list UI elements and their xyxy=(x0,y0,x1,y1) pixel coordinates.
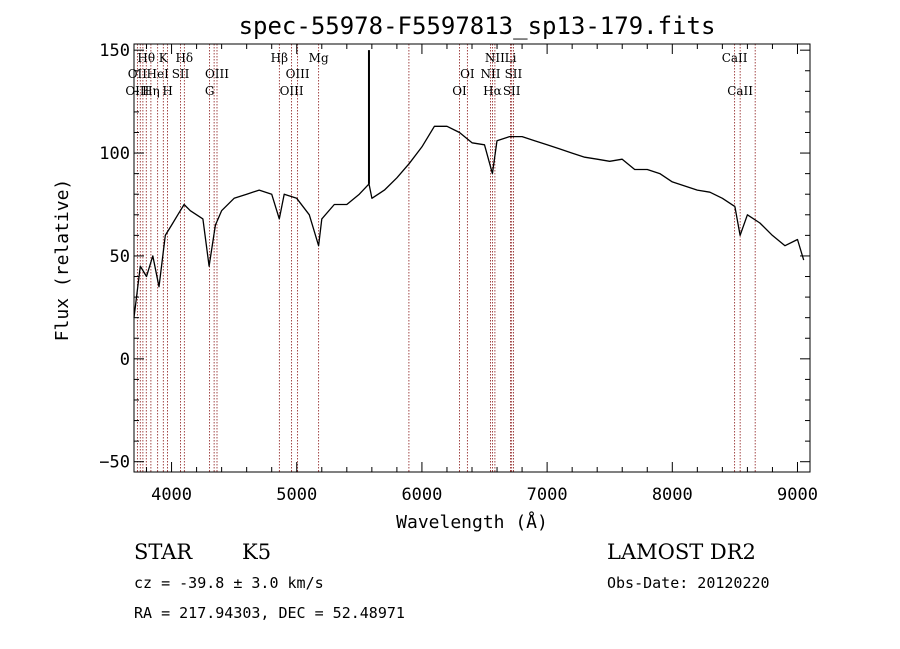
x-axis-label: Wavelength (Å) xyxy=(396,511,548,533)
redshift-velocity: cz = -39.8 ± 3.0 km/s xyxy=(134,574,324,592)
x-axis: 4000 5000 6000 7000 8000 9000 xyxy=(146,44,818,505)
marker-label-14: NII xyxy=(481,67,501,81)
marker-label-3: Hβ xyxy=(271,51,288,65)
marker-label-5: NII xyxy=(485,51,505,65)
object-subclass: K5 xyxy=(242,540,272,564)
marker-label-24: CaII xyxy=(727,84,753,98)
marker-label-13: OI xyxy=(460,67,475,81)
marker-label-12: OIII xyxy=(286,67,310,81)
y-axis: −50 0 50 100 150 xyxy=(99,41,810,473)
y-tick-label-0: −50 xyxy=(99,453,130,473)
marker-label-6: Li xyxy=(505,51,517,65)
marker-label-15: SII xyxy=(505,67,523,81)
marker-label-22: Hα xyxy=(483,84,502,98)
marker-label-4: Mg xyxy=(309,51,329,65)
x-tick-label-4: 8000 xyxy=(652,485,693,505)
spectrum-line xyxy=(133,125,805,318)
marker-label-21: OI xyxy=(452,84,467,98)
observation-date: Obs-Date: 20120220 xyxy=(607,574,770,592)
chart-title: spec-55978-F5597813_sp13-179.fits xyxy=(239,12,716,40)
x-tick-label-5: 9000 xyxy=(777,485,818,505)
marker-label-7: CaII xyxy=(722,51,748,65)
x-tick-label-2: 6000 xyxy=(401,485,442,505)
line-markers xyxy=(136,44,756,472)
x-tick-label-3: 7000 xyxy=(527,485,568,505)
marker-label-8: OII xyxy=(128,67,148,81)
y-tick-label-1: 0 xyxy=(120,350,130,370)
x-tick-label-0: 4000 xyxy=(151,485,192,505)
y-tick-label-4: 150 xyxy=(99,41,130,61)
plot-frame xyxy=(133,43,811,473)
marker-label-0: Hθ xyxy=(137,51,155,65)
y-tick-label-2: 50 xyxy=(110,247,130,267)
survey-name: LAMOST DR2 xyxy=(607,540,756,564)
marker-label-19: G xyxy=(205,84,215,98)
marker-label-11: OIII xyxy=(205,67,229,81)
coordinates: RA = 217.94303, DEC = 52.48971 xyxy=(134,604,405,622)
marker-label-9: HeI xyxy=(147,67,170,81)
marker-label-1: K xyxy=(159,51,169,65)
marker-label-17: Hη xyxy=(142,84,160,98)
marker-label-2: Hδ xyxy=(175,51,193,65)
marker-label-20: OIII xyxy=(280,84,304,98)
x-tick-label-1: 5000 xyxy=(276,485,317,505)
marker-label-18: H xyxy=(162,84,172,98)
object-class: STAR xyxy=(134,540,193,564)
y-axis-label: Flux (relative) xyxy=(52,179,73,342)
marker-label-23: SII xyxy=(503,84,521,98)
y-tick-label-3: 100 xyxy=(99,144,130,164)
spectrum-series xyxy=(133,50,805,318)
marker-label-10: SII xyxy=(172,67,190,81)
